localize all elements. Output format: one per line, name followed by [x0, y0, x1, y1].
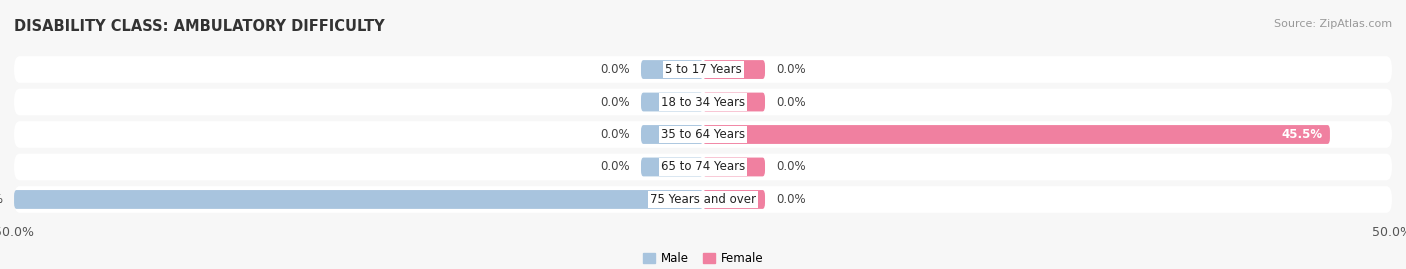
- Text: 0.0%: 0.0%: [776, 63, 806, 76]
- Text: Source: ZipAtlas.com: Source: ZipAtlas.com: [1274, 19, 1392, 29]
- Text: 0.0%: 0.0%: [600, 95, 630, 108]
- FancyBboxPatch shape: [14, 89, 1392, 115]
- FancyBboxPatch shape: [641, 60, 703, 79]
- Text: 0.0%: 0.0%: [600, 128, 630, 141]
- FancyBboxPatch shape: [641, 158, 703, 176]
- Text: 0.0%: 0.0%: [600, 63, 630, 76]
- Text: 35 to 64 Years: 35 to 64 Years: [661, 128, 745, 141]
- FancyBboxPatch shape: [703, 60, 765, 79]
- FancyBboxPatch shape: [703, 125, 1330, 144]
- Text: 5 to 17 Years: 5 to 17 Years: [665, 63, 741, 76]
- FancyBboxPatch shape: [14, 56, 1392, 83]
- FancyBboxPatch shape: [14, 190, 703, 209]
- Legend: Male, Female: Male, Female: [638, 247, 768, 269]
- FancyBboxPatch shape: [703, 158, 765, 176]
- FancyBboxPatch shape: [703, 190, 765, 209]
- FancyBboxPatch shape: [14, 154, 1392, 180]
- Text: 18 to 34 Years: 18 to 34 Years: [661, 95, 745, 108]
- Text: 0.0%: 0.0%: [776, 193, 806, 206]
- Text: 50.0%: 50.0%: [0, 193, 3, 206]
- Text: 65 to 74 Years: 65 to 74 Years: [661, 161, 745, 174]
- Text: 0.0%: 0.0%: [600, 161, 630, 174]
- FancyBboxPatch shape: [14, 121, 1392, 148]
- Text: 0.0%: 0.0%: [776, 161, 806, 174]
- FancyBboxPatch shape: [641, 125, 703, 144]
- Text: 45.5%: 45.5%: [1282, 128, 1323, 141]
- FancyBboxPatch shape: [703, 93, 765, 111]
- FancyBboxPatch shape: [14, 186, 1392, 213]
- FancyBboxPatch shape: [641, 93, 703, 111]
- Text: 0.0%: 0.0%: [776, 95, 806, 108]
- Text: DISABILITY CLASS: AMBULATORY DIFFICULTY: DISABILITY CLASS: AMBULATORY DIFFICULTY: [14, 19, 385, 34]
- Text: 75 Years and over: 75 Years and over: [650, 193, 756, 206]
